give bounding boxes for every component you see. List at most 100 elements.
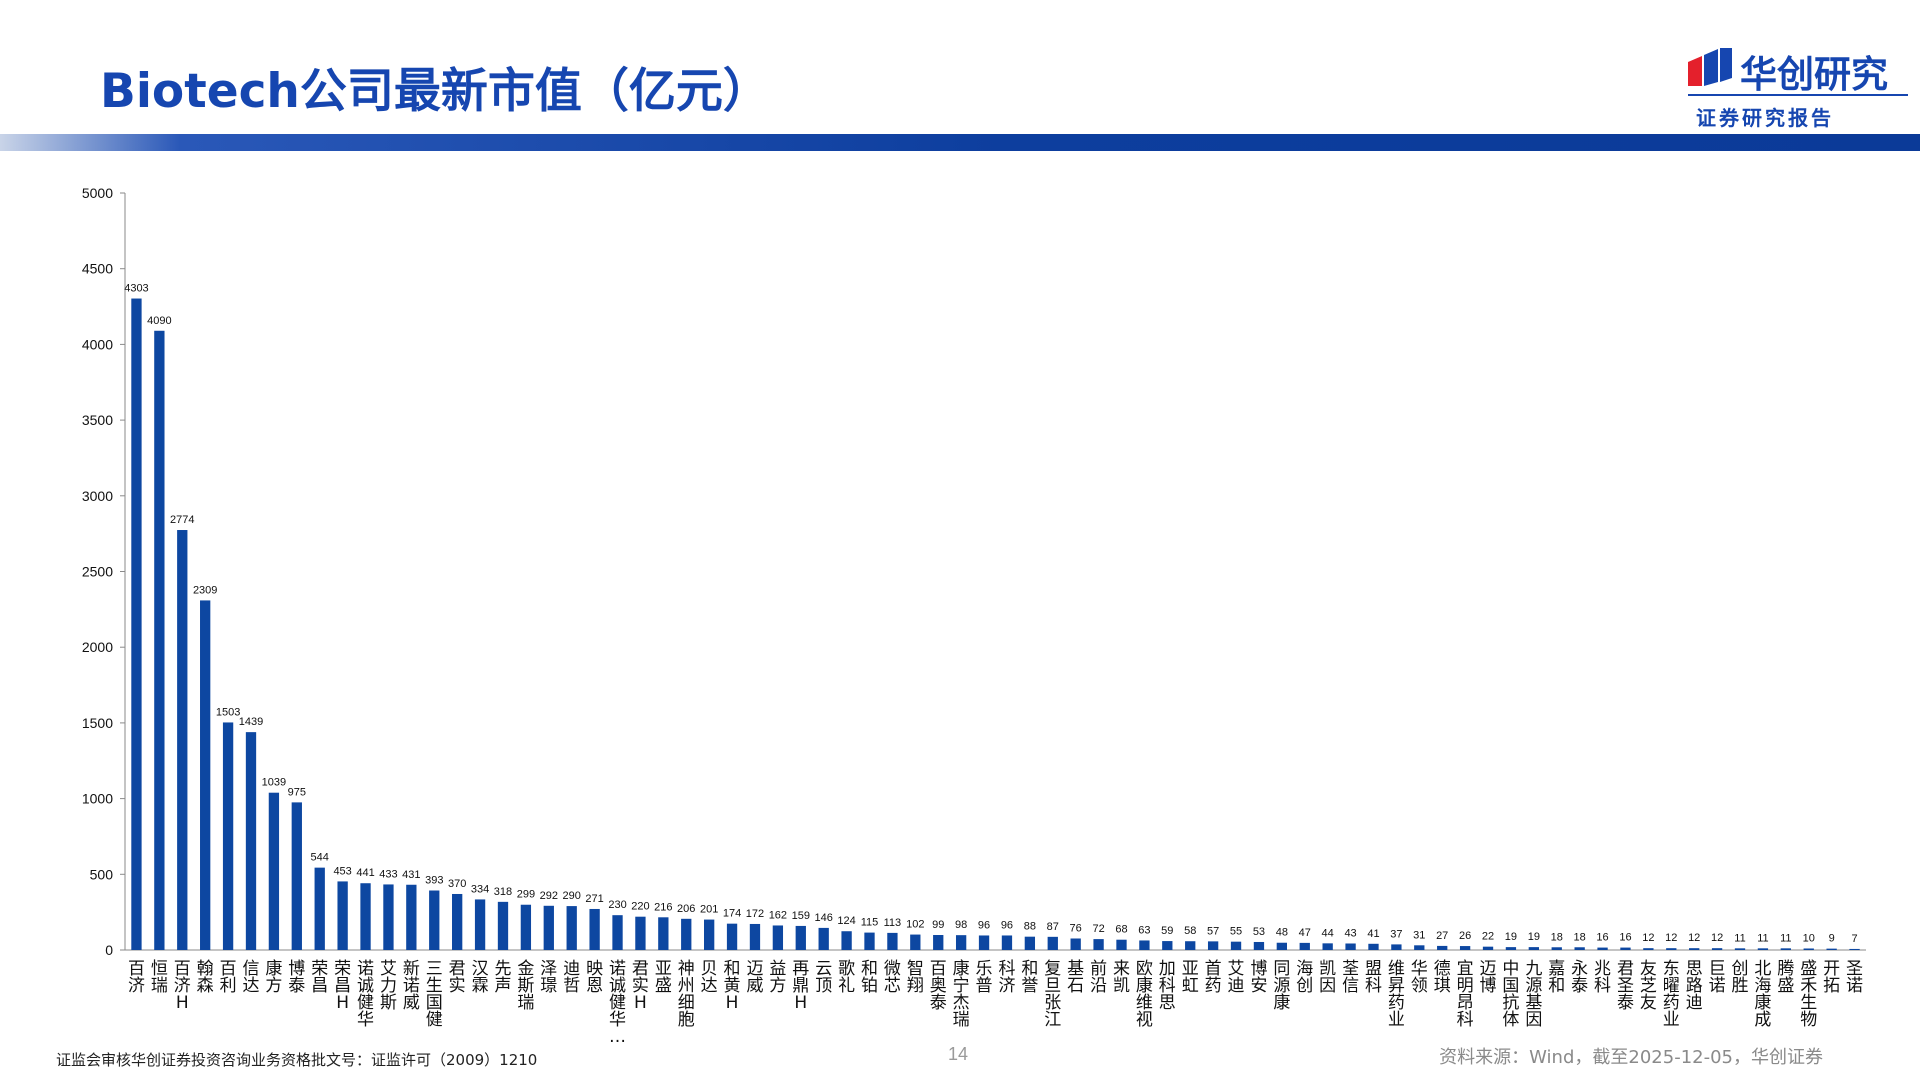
data-label: 216 [654,901,672,913]
header-band [0,134,1920,151]
bar [1437,945,1448,950]
x-tick-label: 盟科 [1365,959,1382,996]
data-label: 19 [1528,931,1540,943]
bar [864,932,875,950]
x-tick-label: 益方 [769,959,786,996]
data-label: 11 [1734,932,1745,944]
data-label: 12 [1642,932,1654,944]
x-tick-label: 艾力斯 [380,959,397,1013]
bar [268,792,280,950]
x-tick-label: 三生国健 [426,959,443,1030]
bar [1551,947,1562,950]
data-label: 72 [1092,923,1104,935]
bar [543,905,554,950]
data-label: 26 [1459,930,1471,942]
x-tick-label: 基石 [1067,959,1084,996]
data-label: 174 [723,908,741,920]
x-tick-label: 博安 [1250,959,1267,996]
y-tick-label: 0 [105,942,113,958]
bar [131,298,142,950]
bar [1620,947,1631,950]
bar [1299,942,1310,950]
bar [1414,945,1425,950]
data-label: 48 [1276,927,1288,939]
x-tick-label: 泽璟 [540,959,557,996]
x-tick-label: 微芯 [884,959,901,996]
x-tick-label: 思路迪 [1686,959,1703,1013]
bar [1116,939,1127,950]
bar [520,904,532,950]
bar [1230,941,1242,950]
data-label: 44 [1322,927,1334,939]
x-tick-label: 东曜药业 [1663,959,1680,1030]
x-tick-label: 恒瑞 [151,959,168,996]
bar [1849,948,1860,950]
x-tick-label: 荣昌 H [334,959,351,1013]
bar [1139,940,1150,950]
data-label: 12 [1688,932,1700,944]
bar [1162,941,1173,950]
bar [1689,948,1700,950]
x-tick-label: 云顶 [815,959,832,996]
data-label: 47 [1299,927,1311,939]
bar [154,330,165,950]
bar [635,916,646,950]
data-label: 9 [1829,933,1835,945]
y-tick-label: 1000 [82,791,113,807]
data-label: 98 [955,919,967,931]
x-tick-label: 中国抗体 [1502,959,1519,1030]
data-label: 76 [1070,922,1082,934]
y-tick-label: 4000 [82,336,113,352]
data-label: 544 [311,852,329,864]
bar [1780,948,1791,950]
data-label: 96 [978,919,990,931]
bar [1185,941,1196,950]
x-tick-label: 和黄 H [724,959,741,1013]
data-label: 2309 [193,584,217,596]
data-label: 57 [1207,925,1219,937]
bar [1093,939,1104,950]
data-label: 334 [471,883,489,895]
x-tick-label: 亚盛 [655,959,672,996]
bar [291,802,302,950]
data-label: 12 [1665,932,1677,944]
x-tick-label: 信达 [242,959,259,996]
data-label: 124 [837,915,855,927]
bar [1711,948,1723,950]
data-label: 2774 [170,514,194,526]
bar [1070,938,1081,950]
data-label: 230 [608,899,626,911]
data-label: 453 [333,865,351,877]
y-tick-label: 4500 [82,261,113,277]
x-tick-label: 凯因 [1319,959,1336,996]
x-tick-label: 巨诺 [1709,959,1726,996]
data-label: 16 [1619,932,1631,944]
bar [1024,936,1036,950]
x-tick-label: 博泰 [288,959,305,996]
x-tick-label: 再鼎 H [792,959,809,1013]
x-tick-label: 创胜 [1732,959,1749,996]
bar [337,881,348,950]
data-label: 1039 [262,777,286,789]
x-tick-label: 智翔 [907,959,924,996]
bar [1734,948,1746,950]
x-tick-label: 海创 [1296,959,1313,996]
bar [818,927,829,950]
x-tick-label: 康宁杰瑞 [953,959,970,1030]
data-label: 299 [517,889,535,901]
y-tick-label: 500 [90,866,114,882]
x-tick-label: 百奥泰 [930,959,947,1013]
data-label: 53 [1253,926,1265,938]
bar [1047,936,1058,950]
bar [1482,946,1494,950]
bar [497,901,509,950]
bar [452,893,463,950]
bar [795,925,806,950]
data-label: 96 [1001,919,1013,931]
data-label: 22 [1482,931,1494,943]
bar [704,919,715,950]
x-tick-label: 诺诚健华 [357,959,374,1030]
data-label: 10 [1803,932,1815,944]
bar [955,935,967,950]
x-tick-label: 君实 [449,959,466,996]
